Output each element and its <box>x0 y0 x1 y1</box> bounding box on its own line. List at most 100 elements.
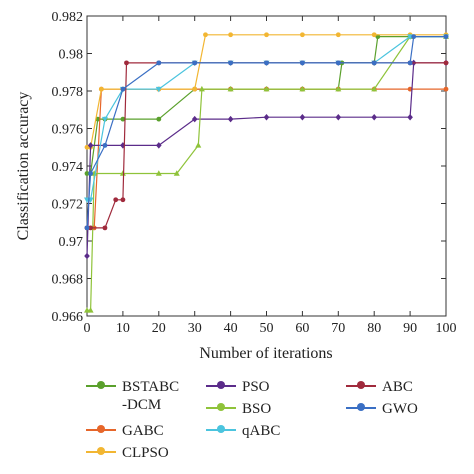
abc-point <box>124 60 129 66</box>
y-tick-label: 0.97 <box>59 235 84 250</box>
bstabc--dcm-point <box>120 116 126 122</box>
bso-point <box>263 85 270 92</box>
legend-item: PSO <box>204 378 270 398</box>
legend-swatch <box>204 422 238 438</box>
legend-label: BSTABC -DCM <box>122 379 180 413</box>
series-pso <box>84 59 449 260</box>
series-line-gwo <box>86 35 446 228</box>
y-tick-label: 0.972 <box>52 198 84 213</box>
gwo-point <box>120 86 126 92</box>
legend-swatch <box>84 378 118 394</box>
bso-point <box>227 85 234 92</box>
bstabc--dcm-point <box>84 171 90 176</box>
gwo-point <box>407 60 413 66</box>
series-clpso <box>84 32 449 150</box>
clpso-point <box>228 32 234 38</box>
legend-swatch <box>204 378 238 394</box>
legend-swatch <box>344 378 378 394</box>
gwo-point <box>102 142 108 148</box>
bso-point <box>87 307 94 313</box>
x-tick-label: 40 <box>224 321 238 336</box>
abc-point <box>113 197 119 203</box>
x-axis-label: Number of iterations <box>199 345 332 362</box>
series-line-clpso <box>87 34 446 148</box>
x-tick-label: 60 <box>295 321 309 336</box>
x-tick-label: 80 <box>367 321 381 336</box>
pso-point <box>263 114 270 121</box>
clpso-point <box>84 144 90 150</box>
bso-point <box>155 170 162 176</box>
clpso-point <box>335 32 341 38</box>
pso-point <box>335 114 342 121</box>
legend: BSTABC -DCM GABC CLPSO PSO BSO qABC ABC GWO <box>84 368 464 468</box>
x-tick-label: 10 <box>116 321 130 336</box>
legend-label: GWO <box>382 401 418 417</box>
gwo-point <box>156 60 162 66</box>
gwo-point <box>264 60 269 66</box>
y-tick-label: 0.98 <box>59 48 84 63</box>
pso-point <box>84 252 90 260</box>
legend-label: PSO <box>242 379 270 395</box>
legend-label: qABC <box>242 423 281 439</box>
bstabc--dcm-point <box>156 116 162 122</box>
x-tick-label: 20 <box>152 321 166 336</box>
gwo-point <box>300 60 305 66</box>
bso-point <box>195 142 202 148</box>
y-tick-label: 0.976 <box>52 123 84 138</box>
legend-label: BSO <box>242 401 272 417</box>
gwo-point <box>228 60 234 66</box>
clpso-point <box>192 86 198 92</box>
y-axis-label: Classification accuracy <box>15 92 32 241</box>
series-line-bso <box>87 35 446 311</box>
legend-item: CLPSO <box>84 444 169 464</box>
x-tick-label: 90 <box>403 321 417 336</box>
axes: 0 10 20 30 40 50 60 70 80 90 100 0.966 0.968 0.97 0.97… <box>52 10 457 336</box>
y-tick-label: 0.974 <box>52 160 84 175</box>
legend-swatch <box>84 444 118 460</box>
y-tick-label: 0.982 <box>52 10 84 25</box>
x-tick-label: 100 <box>436 321 457 336</box>
bso-point <box>299 85 306 92</box>
legend-item: GWO <box>344 400 418 420</box>
legend-item: qABC <box>204 422 280 442</box>
gwo-point <box>88 171 93 176</box>
bstabc--dcm-point <box>375 34 381 40</box>
legend-item: BSO <box>204 400 271 420</box>
series-line-pso <box>86 62 446 257</box>
pso-point <box>227 115 234 123</box>
y-tick-label: 0.978 <box>52 85 84 100</box>
bso-point <box>371 85 378 92</box>
pso-point <box>87 142 94 149</box>
legend-swatch <box>84 422 118 438</box>
legend-label: GABC <box>122 423 164 439</box>
bso-point <box>335 85 342 92</box>
series-bstabc--dcm <box>84 34 449 176</box>
x-tick-label: 30 <box>188 321 202 336</box>
series-line-gabc <box>87 88 446 229</box>
clpso-point <box>264 32 269 38</box>
y-tick-label: 0.966 <box>52 310 84 325</box>
pso-point <box>191 115 198 123</box>
bso-point <box>119 170 126 176</box>
series-gwo <box>84 34 449 231</box>
series-layer <box>84 32 449 313</box>
pso-point <box>156 142 162 149</box>
series-line-bstabc--dcm <box>87 35 446 175</box>
gwo-point <box>371 60 377 66</box>
clpso-point <box>203 32 208 38</box>
abc-point <box>443 60 449 66</box>
series-bso <box>84 33 449 313</box>
legend-item: GABC <box>84 422 164 442</box>
x-tick-label: 50 <box>260 321 274 336</box>
legend-swatch <box>344 400 378 416</box>
legend-item: BSTABC -DCM <box>84 378 179 413</box>
abc-point <box>102 225 108 231</box>
legend-item: ABC <box>344 378 413 398</box>
y-tick-label: 0.968 <box>52 273 84 288</box>
qabc-point <box>101 116 108 123</box>
qabc-point <box>155 86 162 93</box>
gwo-point <box>443 34 449 40</box>
gabc-point <box>443 86 449 92</box>
gwo-point <box>335 60 341 66</box>
pso-point <box>407 114 413 121</box>
